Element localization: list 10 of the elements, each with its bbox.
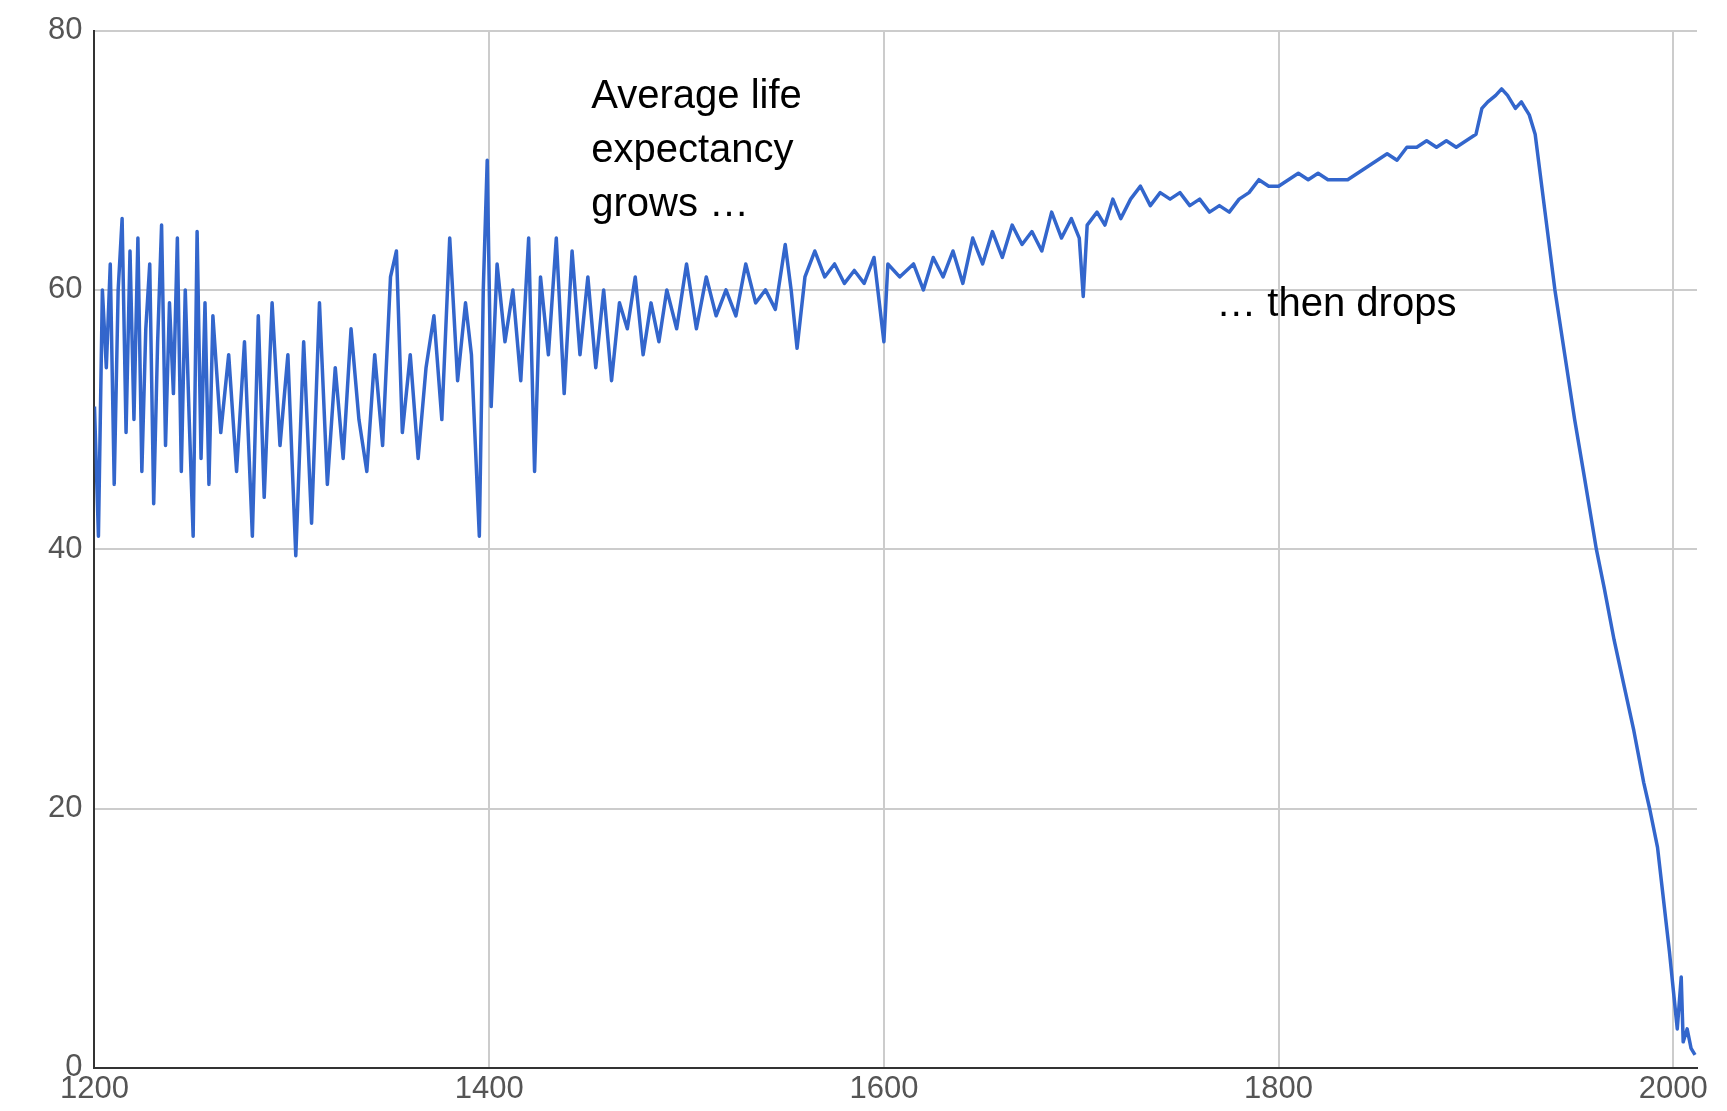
y-tick-label: 40 (48, 529, 83, 565)
y-tick-label: 20 (48, 789, 83, 825)
annotation: … then drops (1216, 279, 1457, 324)
y-tick-label: 80 (48, 11, 83, 47)
x-tick-label: 1600 (849, 1069, 919, 1105)
y-tick-label: 60 (48, 270, 83, 306)
x-tick-label: 1400 (454, 1069, 524, 1105)
x-tick-label: 2000 (1638, 1069, 1708, 1105)
annotation: Average life expectancy grows … (591, 72, 802, 225)
x-tick-label: 1800 (1244, 1069, 1314, 1105)
